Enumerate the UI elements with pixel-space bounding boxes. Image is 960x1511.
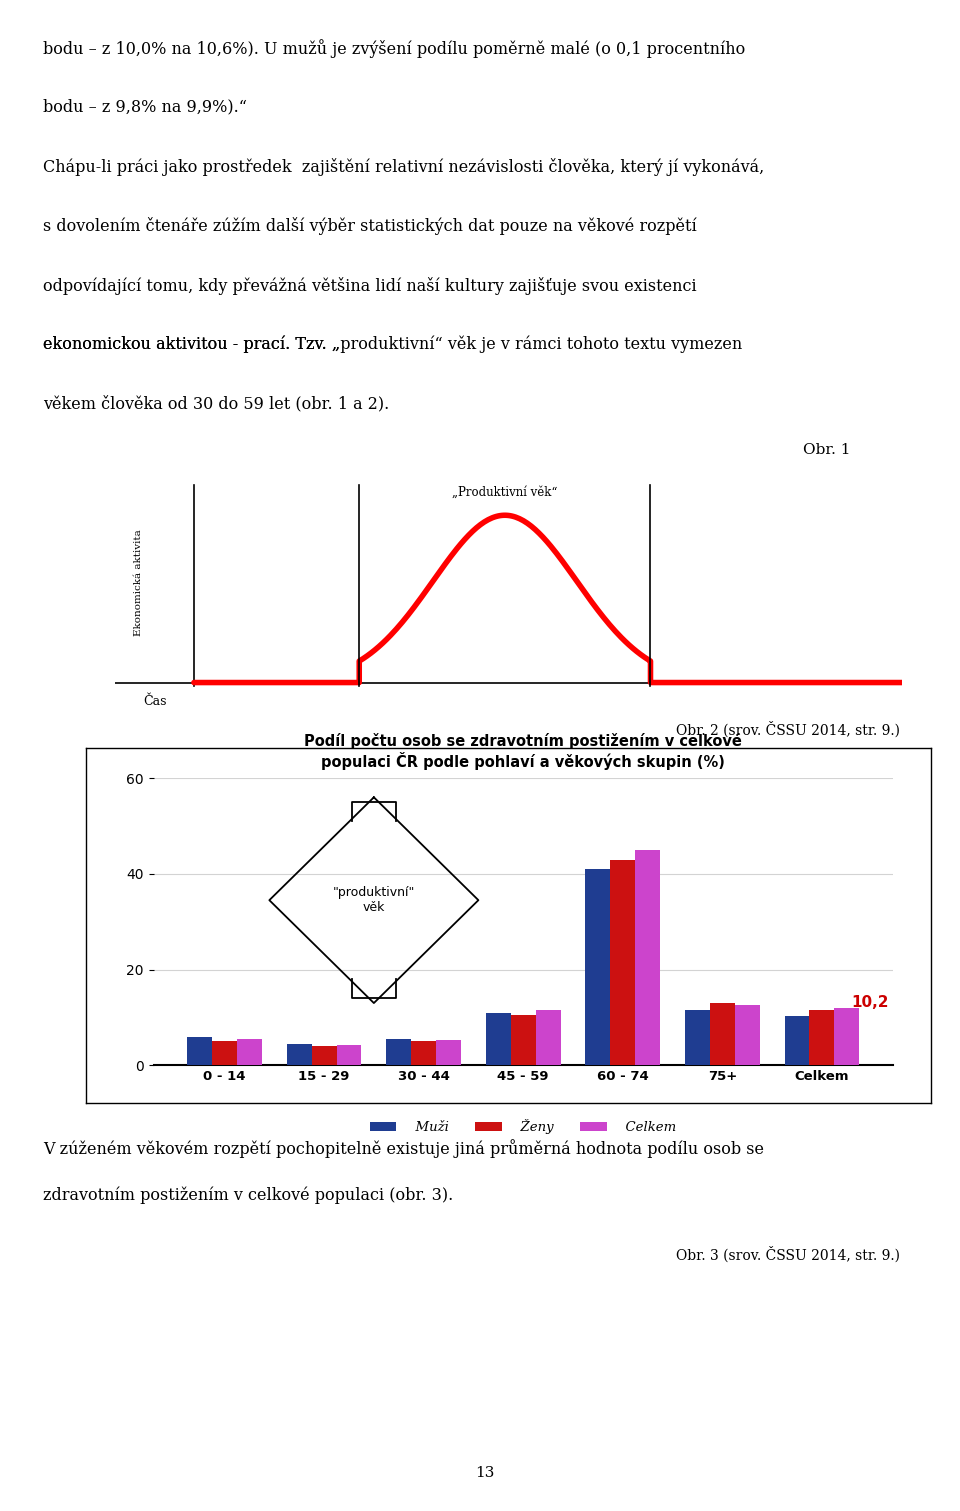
Bar: [611, 860, 636, 1065]
Text: ekonomickou aktivitou - prací. Tzv. „produktivní“ věk je v rámci tohoto textu vy: ekonomickou aktivitou - prací. Tzv. „pro…: [43, 335, 742, 354]
Text: s dovolením čtenáře zúžím další výběr statistických dat pouze na věkové rozpětí: s dovolením čtenáře zúžím další výběr st…: [43, 218, 697, 236]
Bar: [809, 1011, 834, 1065]
Bar: [536, 1011, 561, 1065]
Bar: [486, 1012, 511, 1065]
Bar: [337, 1046, 361, 1065]
Bar: [212, 1041, 237, 1065]
Bar: [586, 869, 611, 1065]
Bar: [436, 1041, 461, 1065]
Text: Obr. 1: Obr. 1: [803, 443, 851, 456]
Bar: [386, 1040, 411, 1065]
Bar: [709, 1003, 734, 1065]
Text: ekonomickou aktivitou - prací. Tzv. „produktivní“ věk je v rámci tohoto textu vy: ekonomickou aktivitou - prací. Tzv. „pro…: [43, 335, 742, 354]
Bar: [784, 1017, 809, 1065]
Text: ekonomickou aktivitou - prací. Tzv. „: ekonomickou aktivitou - prací. Tzv. „: [43, 335, 341, 354]
Text: Ekonomická aktivita: Ekonomická aktivita: [134, 529, 143, 636]
Bar: [411, 1041, 436, 1065]
Bar: [187, 1037, 212, 1065]
Bar: [734, 1005, 759, 1065]
Text: Obr. 3 (srov. ČSSU 2014, str. 9.): Obr. 3 (srov. ČSSU 2014, str. 9.): [676, 1247, 900, 1262]
Text: bodu – z 10,0% na 10,6%). U mužů je zvýšení podílu poměrně malé (o 0,1 procentní: bodu – z 10,0% na 10,6%). U mužů je zvýš…: [43, 39, 746, 57]
Bar: [287, 1044, 312, 1065]
Bar: [636, 849, 660, 1065]
Text: odpovídající tomu, kdy převážná většina lidí naší kultury zajišťuje svou existen: odpovídající tomu, kdy převážná většina …: [43, 277, 697, 295]
Text: Chápu-li práci jako prostředek  zajištění relativní nezávislosti člověka, který : Chápu-li práci jako prostředek zajištění…: [43, 157, 764, 175]
Text: Obr. 2 (srov. ČSSU 2014, str. 9.): Obr. 2 (srov. ČSSU 2014, str. 9.): [676, 721, 900, 737]
Title: Podíl počtu osob se zdravotním postižením v celkové
populaci ČR podle pohlaví a : Podíl počtu osob se zdravotním postižení…: [304, 733, 742, 771]
Text: 10,2: 10,2: [852, 996, 889, 1011]
Text: věkem člověka od 30 do 59 let (obr. 1 a 2).: věkem člověka od 30 do 59 let (obr. 1 a …: [43, 396, 390, 413]
Text: 13: 13: [475, 1466, 494, 1481]
Text: Čas: Čas: [143, 695, 166, 707]
Text: bodu – z 9,8% na 9,9%).“: bodu – z 9,8% na 9,9%).“: [43, 98, 248, 115]
Text: zdravotním postižením v celkové populaci (obr. 3).: zdravotním postižením v celkové populaci…: [43, 1188, 453, 1204]
Legend:   Muži,   Ženy,   Celkem: Muži, Ženy, Celkem: [365, 1114, 682, 1139]
Bar: [834, 1008, 859, 1065]
Bar: [237, 1040, 262, 1065]
Text: V zúženém věkovém rozpětí pochopitelně existuje jiná průměrná hodnota podílu oso: V zúženém věkovém rozpětí pochopitelně e…: [43, 1139, 764, 1159]
Bar: [511, 1015, 536, 1065]
Bar: [312, 1046, 337, 1065]
Text: "produktivní"
věk: "produktivní" věk: [333, 885, 415, 914]
Bar: [685, 1011, 709, 1065]
Text: „Produktivní věk“: „Produktivní věk“: [452, 485, 558, 499]
